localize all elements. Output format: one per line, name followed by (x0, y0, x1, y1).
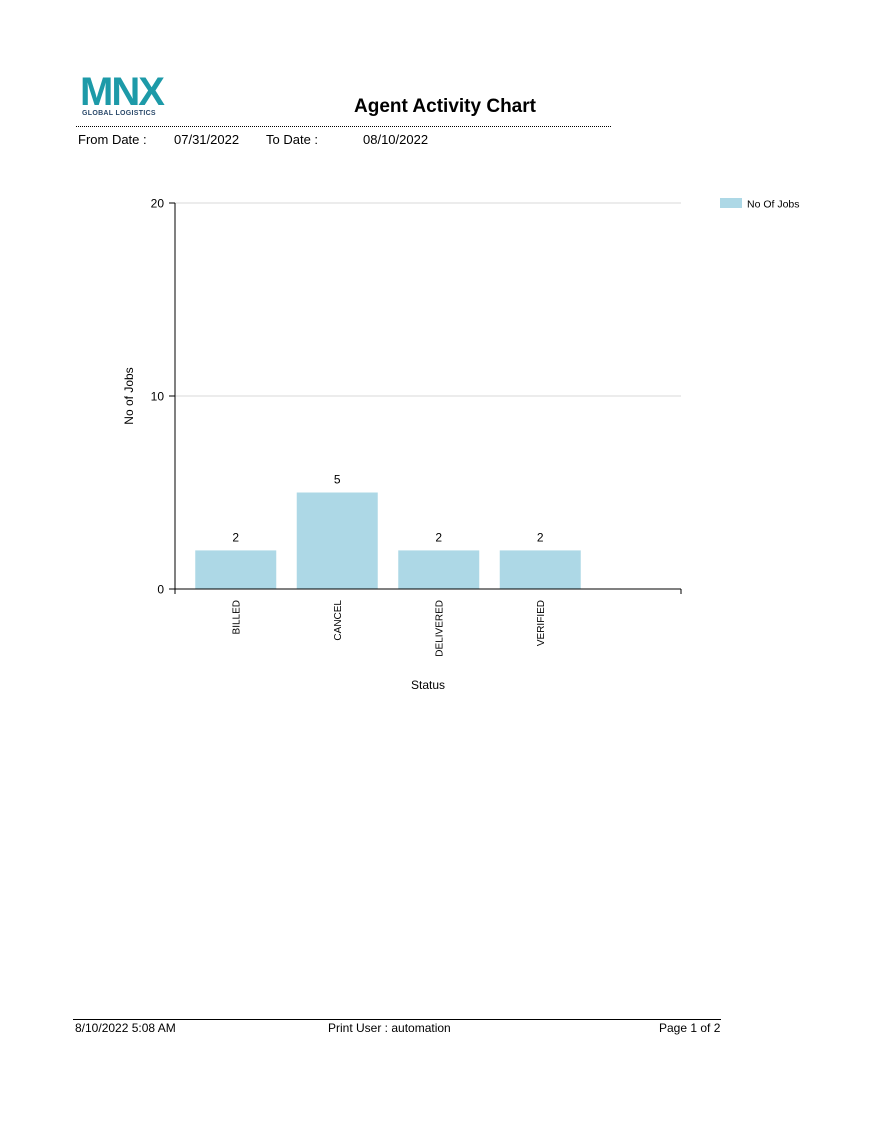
x-tick-label: DELIVERED (434, 600, 445, 657)
bar-delivered (398, 550, 480, 589)
logo-subtitle: GLOBAL LOGISTICS (82, 110, 156, 117)
logo-wordmark: MNX (80, 70, 165, 114)
data-label: 2 (537, 530, 544, 544)
gridlines (175, 202, 681, 397)
bar-billed (195, 550, 277, 589)
axes (169, 202, 682, 594)
from-date-label: From Date : (78, 132, 147, 147)
y-axis-title: No of Jobs (122, 367, 136, 424)
title-divider (76, 126, 611, 127)
bar-verified (499, 550, 581, 589)
data-label: 2 (435, 530, 442, 544)
agent-activity-bar-chart: 0 10 20 2 BILLED 5 CANCEL 2 DELIVERED 2 VERIFIED St… (122, 197, 800, 693)
bar-cancel (296, 492, 378, 589)
to-date-label: To Date : (266, 132, 319, 147)
footer-timestamp: 8/10/2022 5:08 AM (75, 1021, 176, 1035)
x-axis-title: Status (411, 678, 445, 692)
labels: 0 10 20 2 BILLED 5 CANCEL 2 DELIVERED 2 VERIFIED St… (122, 197, 547, 693)
y-tick-label: 10 (151, 390, 165, 404)
footer-print-user: Print User : automation (328, 1021, 451, 1035)
legend: No Of Jobs (720, 198, 800, 211)
from-date-value: 07/31/2022 (174, 132, 240, 147)
x-tick-label: CANCEL (333, 600, 344, 641)
legend-swatch (720, 198, 742, 208)
data-label: 5 (334, 473, 341, 487)
y-tick-label: 0 (157, 583, 164, 597)
y-tick-label: 20 (151, 197, 165, 211)
report-title: Agent Activity Chart (354, 96, 536, 117)
footer-page-number: Page 1 of 2 (659, 1021, 721, 1035)
data-label: 2 (232, 530, 239, 544)
to-date-value: 08/10/2022 (363, 132, 429, 147)
x-tick-label: BILLED (231, 600, 242, 634)
legend-label: No Of Jobs (747, 199, 800, 211)
x-tick-label: VERIFIED (536, 600, 547, 646)
company-logo: MNX GLOBAL LOGISTICS (80, 70, 180, 120)
bars (195, 492, 581, 589)
footer-divider (73, 1019, 721, 1020)
